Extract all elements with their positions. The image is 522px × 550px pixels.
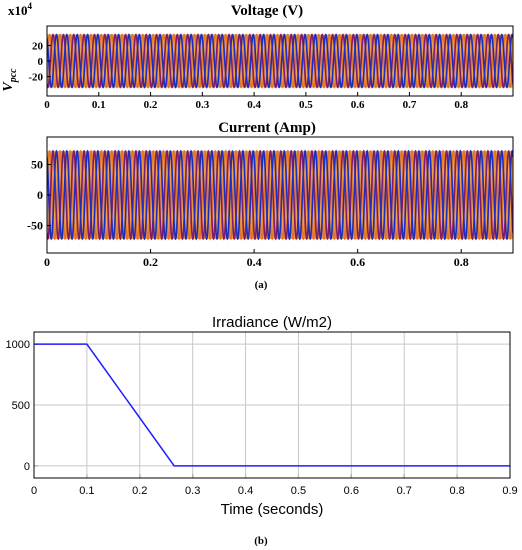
irradiance-x-tick-label: 0.2: [132, 485, 147, 497]
voltage-series-3-line: [47, 33, 513, 89]
caption-a: (a): [255, 279, 268, 291]
voltage-y-tick-label: 20: [32, 40, 44, 52]
current-y-tick-label: -50: [27, 219, 43, 233]
irradiance-x-tick-label: 0.4: [238, 485, 253, 497]
current-plot-frame: [46, 136, 514, 254]
voltage-series-group: [47, 33, 513, 89]
irradiance-chart: Irradiance (W/m2) Time (seconds) 1000 500…: [6, 314, 518, 518]
voltage-series-1-line: [47, 33, 513, 89]
irradiance-series-line: [34, 343, 510, 467]
voltage-x-tick-label: 0: [44, 99, 50, 111]
irradiance-x-tick-label: 0.9: [502, 485, 517, 497]
voltage-x-tick-label: 0.4: [247, 99, 261, 111]
voltage-x-tick-label: 0.5: [299, 99, 313, 111]
irradiance-x-tick-label: 0: [31, 485, 37, 497]
irradiance-x-tick-label: 0.1: [79, 485, 94, 497]
irradiance-y-tick-label: 1000: [6, 339, 30, 351]
voltage-y-axis-label: Vpcc: [1, 68, 19, 92]
voltage-x-tick-label: 0.3: [195, 99, 209, 111]
voltage-exponent-label: x104: [8, 1, 33, 18]
irradiance-x-tick-label: 0.6: [344, 485, 359, 497]
current-series-3-line: [47, 149, 513, 241]
irradiance-title: Irradiance (W/m2): [212, 314, 332, 331]
voltage-x-tick-label: 0.7: [403, 99, 417, 111]
voltage-x-tick-label: 0.1: [92, 99, 106, 111]
voltage-chart: x104 Voltage (V) Vpcc 20 0 -20 0 0.1 0.2 0.3 0.…: [1, 1, 514, 111]
current-x-tick-label: 0.6: [350, 255, 365, 269]
current-x-tick-label: 0.2: [143, 255, 158, 269]
voltage-x-tick-label: 0.8: [454, 99, 468, 111]
current-x-tick-label: 0: [44, 255, 50, 269]
irradiance-x-axis-label: Time (seconds): [221, 501, 324, 518]
irradiance-x-tick-label: 0.3: [185, 485, 200, 497]
voltage-series-2-line: [47, 33, 513, 89]
voltage-x-tick-label: 0.2: [144, 99, 158, 111]
current-x-tick-label: 0.8: [454, 255, 469, 269]
current-series-group: [47, 149, 513, 241]
current-title: Current (Amp): [218, 120, 316, 136]
voltage-y-tick-label: 0: [38, 56, 44, 68]
voltage-y-tick-label: -20: [28, 72, 43, 84]
caption-b: (b): [254, 535, 268, 547]
irradiance-x-tick-label: 0.8: [449, 485, 464, 497]
current-chart: Current (Amp) 50 0 -50 0 0.2 0.4 0.6 0.8: [27, 120, 514, 269]
current-series-2-line: [47, 149, 513, 241]
voltage-x-tick-label: 0.6: [351, 99, 365, 111]
irradiance-x-tick-label: 0.7: [397, 485, 412, 497]
voltage-title: Voltage (V): [231, 3, 303, 19]
irradiance-y-tick-label: 500: [12, 400, 30, 412]
current-y-tick-label: 50: [31, 157, 43, 171]
voltage-plot-frame: [46, 25, 514, 97]
irradiance-y-tick-label: 0: [24, 461, 30, 473]
current-x-tick-label: 0.4: [247, 255, 262, 269]
current-y-tick-label: 0: [37, 188, 43, 202]
irradiance-x-tick-label: 0.5: [291, 485, 306, 497]
irradiance-plot-frame: [33, 331, 511, 479]
current-series-1-line: [47, 149, 513, 241]
